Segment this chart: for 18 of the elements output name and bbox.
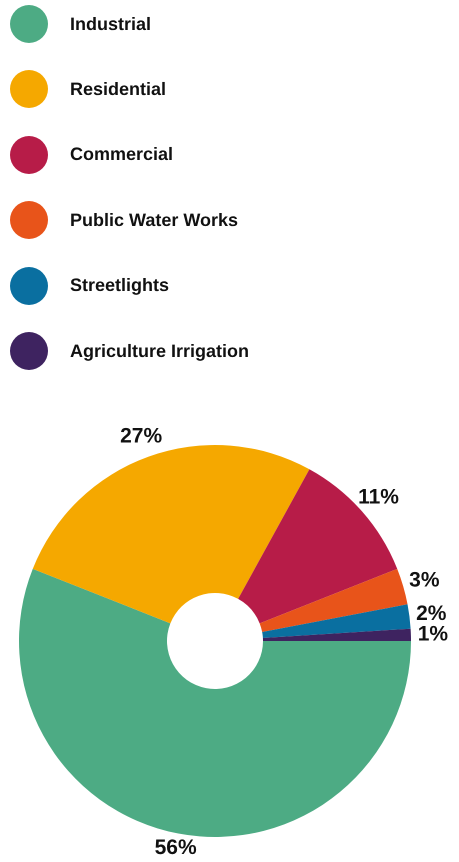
donut-slice [262, 604, 411, 638]
data-label: 2% [416, 602, 447, 626]
legend-label: Industrial [70, 14, 152, 34]
data-label: 27% [120, 424, 162, 448]
data-label: 11% [358, 485, 400, 508]
donut-slice [19, 568, 411, 837]
legend-label: Commercial [70, 144, 174, 166]
legend-label: Streetlights [70, 275, 170, 296]
legend-label: Agriculture Irrigation [70, 340, 250, 362]
donut-slice [238, 469, 398, 624]
donut-slice [262, 628, 411, 641]
data-label: 1% [418, 622, 448, 646]
legend-label: Public Water Works [70, 210, 238, 231]
data-label: 56% [154, 836, 197, 859]
donut-slice [32, 445, 310, 624]
donut-slice [260, 568, 408, 632]
data-label: 3% [409, 568, 440, 592]
legend-label: Residential [70, 78, 166, 100]
